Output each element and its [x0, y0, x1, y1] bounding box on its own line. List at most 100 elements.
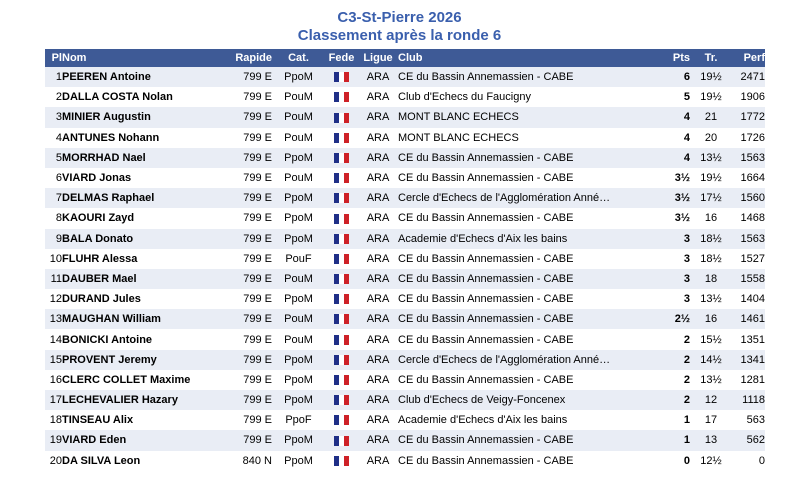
points-cell: 2 [683, 373, 690, 386]
category-cell: PpoM [284, 232, 313, 245]
table-row: 5 MORRHAD Nael 799 E PpoM ARA CE du Bass… [45, 147, 765, 168]
table-row: 10 FLUHR Alessa 799 E PouF ARA CE du Bas… [45, 249, 765, 269]
player-name-cell: BALA Donato [62, 232, 134, 245]
performance-cell: 1461 [740, 313, 765, 326]
column-header-federation: Fede [328, 52, 355, 64]
place-cell: 5 [55, 151, 62, 164]
rating-cell: 799 E [243, 252, 272, 265]
federation-cell [325, 269, 358, 289]
rating-cell: 799 E [243, 313, 272, 326]
club-cell: Academie d'Echecs d'Aix les bains [398, 414, 568, 427]
federation-cell [325, 350, 358, 370]
tiebreak-cell: 18 [704, 272, 718, 285]
points-cell: 3½ [674, 192, 690, 205]
rating-cell: 799 E [243, 212, 272, 225]
standings-table: Pl Nom Rapide Cat. Fede Ligue Club Pts T… [45, 49, 765, 471]
tiebreak-cell: 13 [704, 434, 718, 447]
performance-cell: 0 [758, 454, 765, 467]
table-row: 13 MAUGHAN William 799 E PouM ARA CE du … [45, 309, 765, 330]
category-cell: PpoM [284, 454, 313, 467]
tiebreak-cell: 19½ [700, 71, 722, 84]
france-flag-icon [334, 455, 349, 466]
place-cell: 16 [49, 373, 62, 386]
points-cell: 3 [683, 293, 690, 306]
performance-cell: 1118 [742, 394, 765, 407]
player-name-cell: LECHEVALIER Hazary [62, 394, 178, 407]
category-cell: PpoM [284, 71, 313, 84]
category-cell: PpoM [284, 434, 313, 447]
points-cell: 3½ [674, 172, 690, 185]
france-flag-icon [334, 435, 349, 446]
column-header-league: Ligue [363, 52, 393, 64]
player-name-cell: ANTUNES Nohann [62, 131, 160, 144]
club-cell: CE du Bassin Annemassien - CABE [398, 313, 574, 326]
tiebreak-cell: 19½ [700, 91, 722, 104]
player-name-cell: DURAND Jules [62, 293, 141, 306]
france-flag-icon [334, 213, 349, 224]
place-cell: 6 [55, 172, 62, 185]
federation-cell [325, 87, 358, 107]
federation-cell [325, 67, 358, 87]
tiebreak-cell: 13½ [700, 373, 722, 386]
place-cell: 20 [49, 454, 62, 467]
tiebreak-cell: 16 [704, 313, 718, 326]
club-cell: CE du Bassin Annemassien - CABE [398, 172, 574, 185]
performance-cell: 1558 [740, 272, 765, 285]
standings-subtitle: Classement après la ronde 6 [297, 27, 502, 44]
points-cell: 1 [683, 434, 690, 447]
tiebreak-cell: 20 [704, 131, 718, 144]
place-cell: 7 [55, 192, 62, 205]
place-cell: 8 [55, 212, 62, 225]
table-row: 16 CLERC COLLET Maxime 799 E PpoM ARA CE… [45, 370, 765, 390]
performance-cell: 1726 [740, 131, 765, 144]
points-cell: 4 [683, 111, 690, 124]
federation-cell [325, 309, 358, 329]
player-name-cell: TINSEAU Alix [62, 414, 134, 427]
performance-cell: 1664 [740, 172, 765, 185]
category-cell: PpoM [284, 353, 313, 366]
player-name-cell: PEEREN Antoine [62, 71, 151, 84]
club-cell: CE du Bassin Annemassien - CABE [398, 71, 574, 84]
performance-cell: 563 [746, 414, 765, 427]
table-row: 6 VIARD Jonas 799 E PouM ARA CE du Bassi… [45, 168, 765, 188]
category-cell: PouM [284, 313, 313, 326]
league-cell: ARA [366, 353, 390, 366]
club-cell: CE du Bassin Annemassien - CABE [398, 333, 574, 346]
france-flag-icon [334, 314, 349, 325]
rating-cell: 799 E [243, 232, 272, 245]
performance-cell: 1772 [740, 111, 765, 124]
points-cell: 2 [683, 333, 690, 346]
club-cell: CE du Bassin Annemassien - CABE [398, 272, 574, 285]
france-flag-icon [334, 92, 349, 103]
place-cell: 15 [49, 353, 62, 366]
france-flag-icon [334, 415, 349, 426]
league-cell: ARA [366, 373, 390, 386]
table-row: 2 DALLA COSTA Nolan 799 E PouM ARA Club … [45, 87, 765, 107]
league-cell: ARA [366, 71, 390, 84]
tiebreak-cell: 16 [704, 212, 718, 225]
performance-cell: 1563 [740, 232, 765, 245]
performance-cell: 1341 [740, 353, 765, 366]
league-cell: ARA [366, 131, 390, 144]
france-flag-icon [334, 233, 349, 244]
table-row: 19 VIARD Eden 799 E PpoM ARA CE du Bassi… [45, 430, 765, 451]
league-cell: ARA [366, 192, 390, 205]
category-cell: PouM [284, 131, 313, 144]
player-name-cell: KAOURI Zayd [62, 212, 135, 225]
rating-cell: 799 E [243, 71, 272, 84]
category-cell: PouF [285, 252, 312, 265]
player-name-cell: MORRHAD Nael [62, 151, 146, 164]
table-row: 17 LECHEVALIER Hazary 799 E PpoM ARA Clu… [45, 390, 765, 411]
table-row: 1 PEEREN Antoine 799 E PpoM ARA CE du Ba… [45, 67, 765, 88]
rating-cell: 799 E [243, 151, 272, 164]
league-cell: ARA [366, 333, 390, 346]
category-cell: PouM [284, 333, 313, 346]
league-cell: ARA [366, 91, 390, 104]
club-cell: CE du Bassin Annemassien - CABE [398, 293, 574, 306]
player-name-cell: FLUHR Alessa [62, 252, 138, 265]
player-name-cell: DA SILVA Leon [62, 454, 141, 467]
club-cell: Cercle d'Echecs de l'Agglomération Anné… [398, 192, 611, 205]
performance-cell: 1560 [740, 192, 765, 205]
performance-cell: 2471 [740, 71, 765, 84]
place-cell: 11 [50, 272, 62, 285]
